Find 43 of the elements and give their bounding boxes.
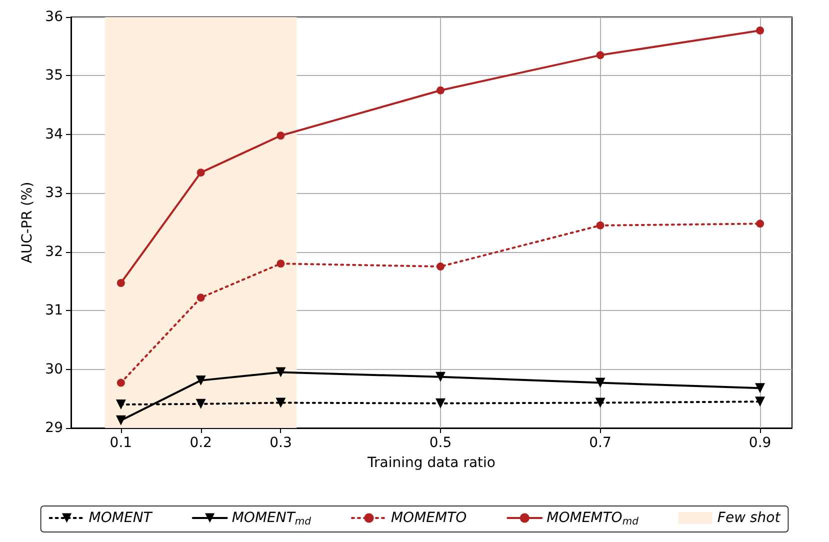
point — [196, 398, 206, 409]
point — [116, 400, 126, 410]
legend-label: MOMEMTO — [390, 510, 467, 526]
x-tick-label: 0.9 — [748, 435, 772, 451]
y-tick-label: 31 — [45, 302, 63, 319]
y-tick-label: 32 — [45, 244, 63, 260]
x-tick-label: 0.1 — [110, 435, 132, 451]
point — [756, 26, 764, 34]
x-tick-label: 0.5 — [429, 435, 452, 451]
y-tick-label: 29 — [45, 420, 63, 436]
y-tick-label: 35 — [45, 68, 63, 84]
y-tick-label: 30 — [45, 361, 63, 378]
point — [276, 367, 286, 378]
point — [436, 86, 444, 94]
x-axis-title: Training data ratio — [366, 455, 496, 471]
point — [116, 415, 126, 426]
x-tick-label: 0.3 — [270, 435, 292, 451]
point — [436, 262, 444, 271]
point — [756, 220, 764, 228]
point — [595, 398, 606, 408]
x-tick-label: 0.7 — [589, 435, 612, 451]
point — [196, 375, 206, 386]
point — [276, 132, 285, 140]
point — [276, 260, 285, 268]
point — [435, 372, 446, 382]
point — [116, 378, 125, 387]
point — [276, 398, 286, 408]
y-tick-label: 33 — [45, 185, 63, 202]
point — [196, 294, 205, 302]
point — [196, 168, 205, 177]
y-tick-label: 36 — [45, 9, 64, 25]
point — [116, 278, 125, 287]
x-tick-label: 0.2 — [190, 435, 212, 451]
point — [596, 221, 604, 230]
point — [435, 398, 446, 408]
y-axis-title: AUC-PR (%) — [19, 182, 36, 264]
legend-label: MOMENT — [88, 510, 154, 526]
point — [755, 383, 766, 394]
y-tick-label: 34 — [45, 126, 64, 142]
point — [596, 51, 604, 60]
point — [755, 396, 766, 407]
point — [595, 378, 606, 388]
legend-label: Few shot — [717, 510, 781, 526]
